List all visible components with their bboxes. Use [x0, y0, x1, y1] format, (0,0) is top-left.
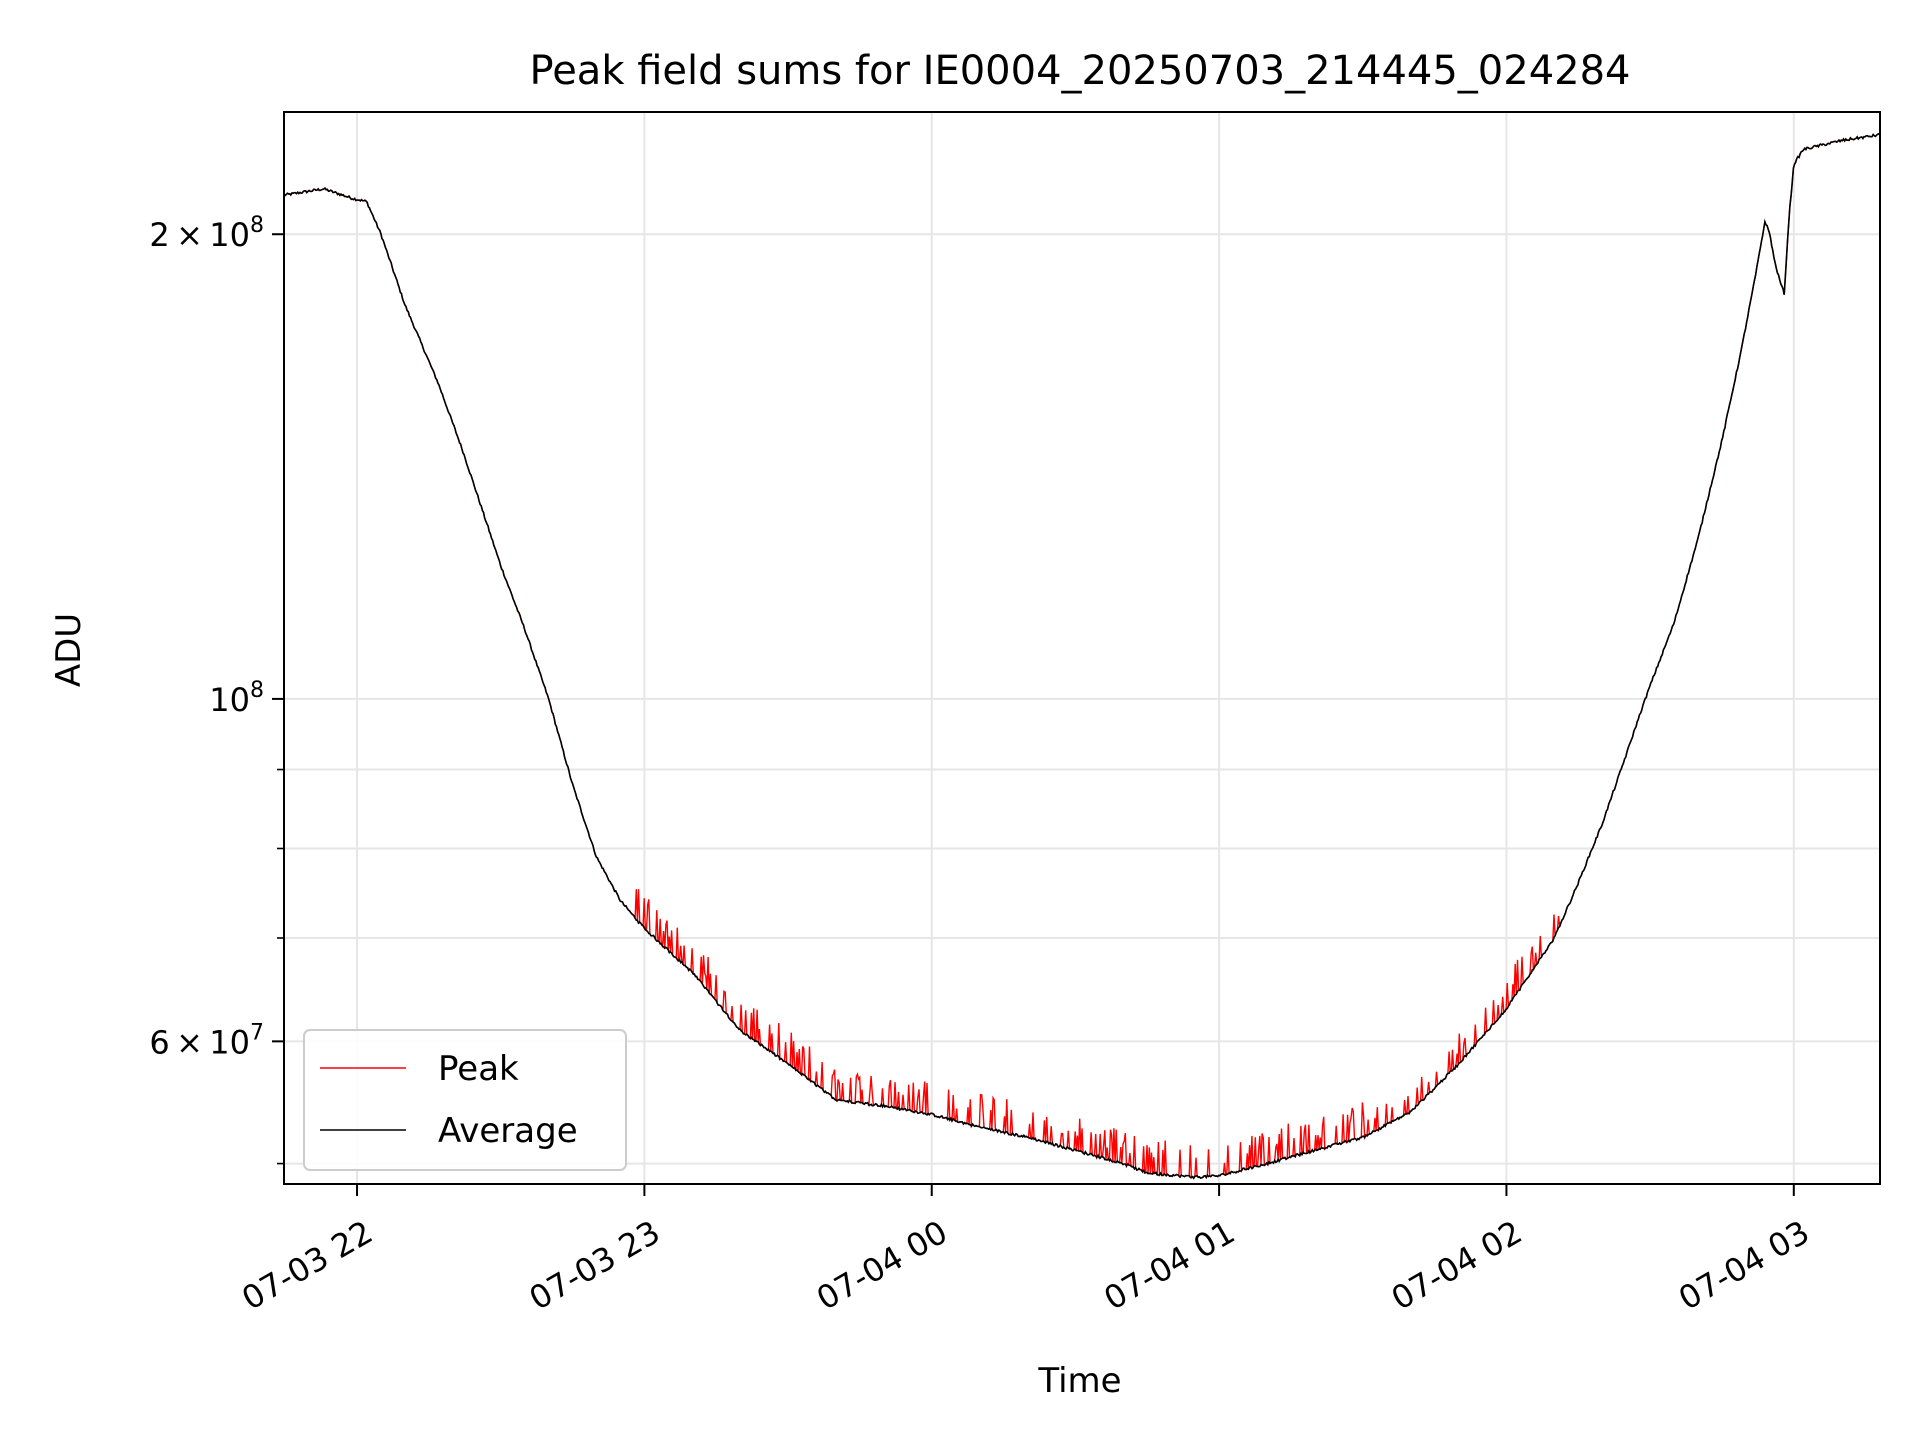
x-axis-label: Time [1037, 1361, 1121, 1401]
y-tick-label: 2 × 108 [149, 213, 264, 254]
y-axis-label: ADU [49, 613, 89, 687]
y-tick-label: 6 × 107 [149, 1020, 264, 1061]
series-average-line [284, 132, 1880, 1180]
legend-box [303, 1029, 627, 1171]
y-tick-label: 108 [209, 678, 264, 719]
legend: Peak Average [303, 1029, 627, 1171]
plot-frame [283, 111, 1881, 1185]
legend-label-average: Average [438, 1111, 578, 1151]
chart-title: Peak field sums for IE0004_20250703_2144… [530, 48, 1631, 94]
legend-label-peak: Peak [438, 1049, 519, 1089]
plot-area [284, 132, 1880, 1180]
grid [284, 112, 1880, 1184]
